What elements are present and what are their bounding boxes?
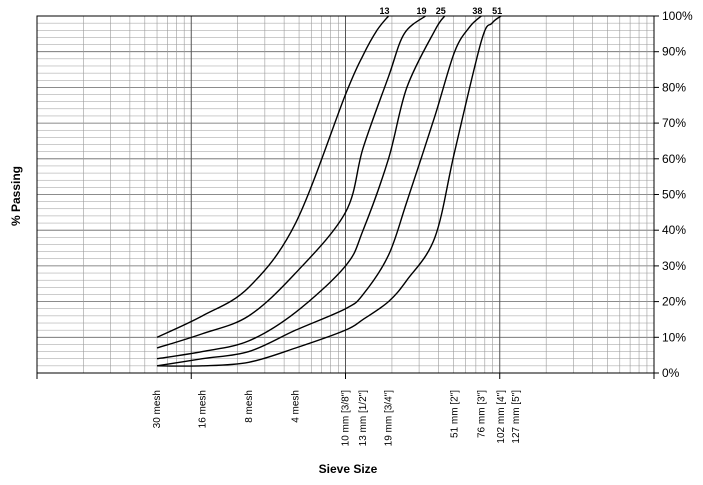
axes: [36, 15, 659, 379]
x-tick-label: 10 mm [3/8"]: [341, 390, 352, 447]
y-tick-label: 30%: [662, 259, 686, 273]
y-tick-label: 20%: [662, 295, 686, 309]
gradation-curve-51: [157, 15, 502, 367]
y-tick-label: 60%: [662, 152, 686, 166]
x-tick-label: 51 mm [2"]: [450, 390, 461, 438]
x-tick-label: 76 mm [3"]: [476, 390, 487, 438]
y-tick-label: 100%: [662, 9, 693, 23]
y-tick-label: 50%: [662, 188, 686, 202]
x-tick-label: 19 mm [3/4"]: [383, 390, 394, 447]
gradation-curve-13: [156, 15, 390, 338]
y-axis-title: % Passing: [9, 166, 23, 226]
x-tick-label: 30 mesh: [152, 390, 163, 428]
y-tick-label: 0%: [662, 366, 680, 380]
y-tick-label: 90%: [662, 45, 686, 59]
gradation-curve-25: [156, 15, 446, 360]
curve-label-25: 25: [436, 6, 446, 16]
x-tick-labels: 30 mesh 16 mesh 8 mesh 4 mesh 10 mm [3/8"] 13…: [152, 390, 522, 447]
grid-lines: [37, 15, 654, 374]
x-tick-label: 8 mesh: [244, 390, 255, 423]
x-tick-label: 4 mesh: [291, 390, 302, 423]
x-axis-title: Sieve Size: [319, 462, 378, 476]
y-tick-label: 40%: [662, 223, 686, 237]
curve-label-51: 51: [492, 6, 502, 16]
gradation-curve-19: [156, 15, 426, 349]
curve-labels: 13 19 25 38 51: [379, 6, 502, 16]
y-tick-label: 80%: [662, 80, 686, 94]
curve-label-38: 38: [472, 6, 482, 16]
y-tick-labels: 0% 10% 20% 30% 40% 50% 60% 70% 80% 90% 100%: [662, 9, 693, 380]
y-tick-label: 70%: [662, 116, 686, 130]
gradation-curves: [156, 15, 502, 367]
curve-label-13: 13: [379, 6, 389, 16]
curve-label-19: 19: [416, 6, 426, 16]
x-tick-label: 13 mm [1/2"]: [358, 390, 369, 447]
y-tick-label: 10%: [662, 330, 686, 344]
x-tick-label: 16 mesh: [197, 390, 208, 428]
gradation-curve-38: [156, 15, 482, 367]
x-tick-label: 127 mm [5"]: [511, 390, 522, 444]
x-tick-label: 102 mm [4"]: [496, 390, 507, 444]
